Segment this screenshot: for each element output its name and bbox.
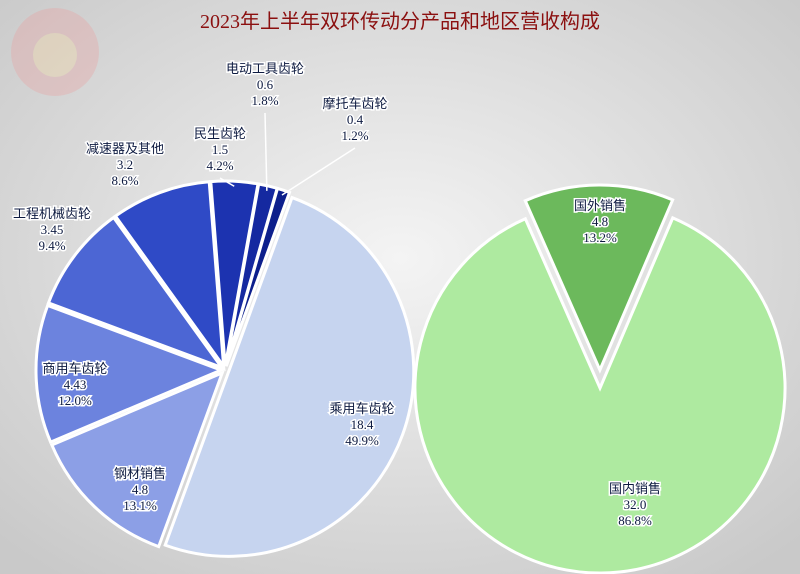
value-label: 0.4 — [347, 112, 364, 127]
value-label: 18.4 — [351, 417, 374, 432]
pie-slice — [46, 215, 226, 371]
percent-label: 13.1% — [123, 498, 157, 513]
logo — [11, 8, 99, 96]
pie-slice — [34, 303, 226, 445]
pie-slice — [523, 183, 675, 374]
percent-label: 49.9% — [345, 433, 379, 448]
slice-label: 电动工具齿轮 — [226, 61, 304, 76]
percent-label: 13.2% — [583, 230, 617, 245]
value-label: 3.45 — [41, 222, 64, 237]
percent-label: 9.4% — [38, 238, 65, 253]
leader-line — [281, 147, 356, 196]
percent-label: 1.2% — [341, 128, 368, 143]
percent-label: 1.8% — [251, 93, 278, 108]
value-label: 4.8 — [592, 214, 608, 229]
slice-label: 乘用车齿轮 — [329, 401, 394, 416]
pie-slice — [224, 186, 292, 367]
slice-label: 钢材销售 — [114, 466, 166, 481]
value-label: 32.0 — [624, 497, 647, 512]
pie-slice — [113, 180, 226, 372]
pie-slice — [163, 195, 416, 558]
slice-label: 工程机械齿轮 — [13, 206, 91, 221]
slice-label: 国外销售 — [574, 198, 626, 213]
percent-label: 12.0% — [58, 393, 92, 408]
slice-label: 减速器及其他 — [86, 141, 164, 156]
value-label: 0.6 — [257, 77, 274, 92]
leader-line — [219, 177, 235, 187]
percent-label: 8.6% — [111, 173, 138, 188]
leader-line — [264, 112, 268, 191]
percent-label: 4.2% — [206, 158, 233, 173]
value-label: 3.2 — [117, 157, 133, 172]
slice-label: 商用车齿轮 — [42, 361, 107, 376]
pie-slice — [413, 215, 787, 574]
slice-label: 国内销售 — [609, 481, 661, 496]
chart-title: 2023年上半年双环传动分产品和地区营收构成 — [200, 10, 600, 33]
percent-label: 86.8% — [618, 513, 652, 528]
slice-label: 摩托车齿轮 — [322, 96, 387, 111]
value-label: 4.8 — [132, 482, 148, 497]
slice-label: 民生齿轮 — [194, 126, 246, 141]
value-label: 4.43 — [64, 377, 87, 392]
pie-slice — [49, 370, 225, 549]
value-label: 1.5 — [212, 142, 228, 157]
